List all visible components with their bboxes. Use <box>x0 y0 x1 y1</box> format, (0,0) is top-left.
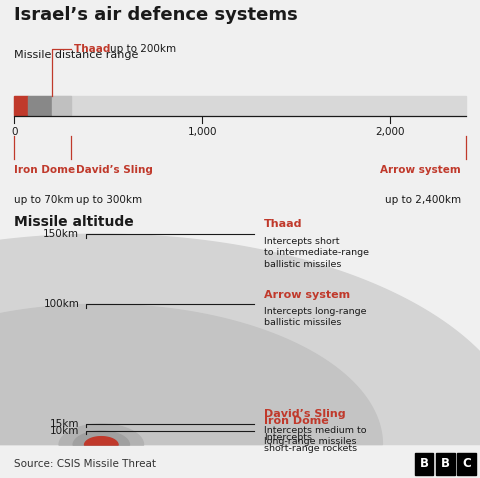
Text: 0: 0 <box>11 127 18 137</box>
Text: C: C <box>462 457 471 470</box>
Text: up to 2,400km: up to 2,400km <box>384 195 461 205</box>
Text: Intercepts short
to intermediate-range
ballistic missiles: Intercepts short to intermediate-range b… <box>264 237 369 269</box>
Text: 1,000: 1,000 <box>188 127 217 137</box>
Text: 150km: 150km <box>43 229 79 239</box>
Text: David’s Sling: David’s Sling <box>264 409 346 419</box>
Text: Intercepts long-range
ballistic missiles: Intercepts long-range ballistic missiles <box>264 307 367 327</box>
Text: 15km: 15km <box>50 419 79 428</box>
Text: Intercepts
short-range rockets: Intercepts short-range rockets <box>264 433 357 453</box>
Text: Arrow system: Arrow system <box>264 290 350 300</box>
Text: Israel’s air defence systems: Israel’s air defence systems <box>14 6 298 24</box>
Text: B: B <box>420 457 429 470</box>
Bar <box>27 96 52 115</box>
Text: up to 200km: up to 200km <box>109 44 176 54</box>
Text: Intercepts medium to
long-range missiles: Intercepts medium to long-range missiles <box>264 426 367 446</box>
Bar <box>52 96 71 115</box>
Text: Missile altitude: Missile altitude <box>14 215 134 229</box>
Text: B: B <box>441 457 450 470</box>
Text: up to 70km: up to 70km <box>14 195 74 205</box>
Bar <box>14 96 27 115</box>
Bar <box>457 453 476 475</box>
Bar <box>14 96 466 115</box>
Text: 100km: 100km <box>43 299 79 309</box>
Text: Source: CSIS Missile Threat: Source: CSIS Missile Threat <box>14 459 156 468</box>
Text: Iron Dome: Iron Dome <box>264 416 329 426</box>
Text: 2,000: 2,000 <box>376 127 405 137</box>
Text: David’s Sling: David’s Sling <box>75 165 153 175</box>
Text: Missile distance range: Missile distance range <box>14 51 139 61</box>
Text: up to 300km: up to 300km <box>75 195 142 205</box>
Text: Thaad: Thaad <box>264 219 302 229</box>
Bar <box>436 453 455 475</box>
Bar <box>415 453 433 475</box>
Text: Iron Dome: Iron Dome <box>14 165 75 175</box>
Text: Thaad: Thaad <box>73 44 114 54</box>
Text: 10km: 10km <box>50 425 79 435</box>
Text: Arrow system: Arrow system <box>380 165 461 175</box>
